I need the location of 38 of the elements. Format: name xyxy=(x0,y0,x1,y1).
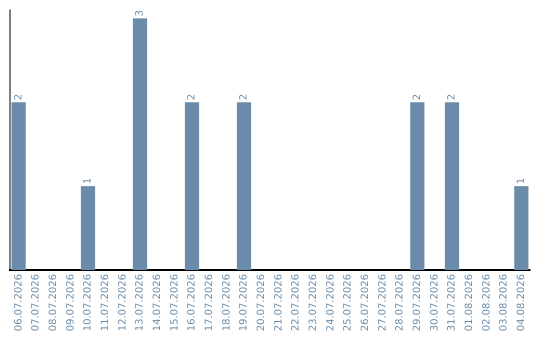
x-tick-label: 23.07.2026 xyxy=(308,274,319,332)
x-tick-label: 25.07.2026 xyxy=(342,274,354,332)
x-tick-label: 21.07.2026 xyxy=(273,274,284,332)
x-tick-label: 27.07.2026 xyxy=(377,274,388,332)
x-tick-label: 17.07.2026 xyxy=(204,274,215,332)
x-tick-label: 07.07.2026 xyxy=(30,274,42,332)
x-tick-label: 03.08.2026 xyxy=(498,274,510,332)
x-tick-label: 30.07.2026 xyxy=(429,274,440,332)
x-tick-label: 31.07.2026 xyxy=(446,274,458,332)
x-tick-label: 14.07.2026 xyxy=(152,274,163,332)
data-label: 1 xyxy=(516,178,527,184)
x-tick-label: 08.07.2026 xyxy=(48,274,59,332)
x-tick-label: 11.07.2026 xyxy=(100,274,111,332)
x-tick-label: 16.07.2026 xyxy=(186,274,198,332)
x-tick-label: 24.07.2026 xyxy=(325,274,336,332)
data-label: 2 xyxy=(13,94,24,100)
x-tick-label: 20.07.2026 xyxy=(256,274,267,332)
data-label: 2 xyxy=(238,94,250,100)
x-tick-label: 13.07.2026 xyxy=(134,274,146,332)
data-label: 3 xyxy=(134,10,146,16)
x-tick-label: 26.07.2026 xyxy=(360,274,371,332)
x-tick-label: 10.07.2026 xyxy=(82,274,94,332)
x-tick-label: 06.07.2026 xyxy=(13,274,24,332)
data-label: 2 xyxy=(446,94,458,100)
x-tick-label: 28.07.2026 xyxy=(394,274,406,332)
data-label: 1 xyxy=(82,178,94,184)
x-tick-label: 15.07.2026 xyxy=(169,274,180,332)
x-tick-label: 18.07.2026 xyxy=(221,274,232,332)
x-tick-label: 01.08.2026 xyxy=(464,274,475,332)
x-tick-label: 12.07.2026 xyxy=(117,274,128,332)
x-tick-label: 04.08.2026 xyxy=(516,274,527,332)
x-tick-label: 22.07.2026 xyxy=(290,274,302,332)
x-tick-label: 29.07.2026 xyxy=(412,274,423,332)
data-label: 2 xyxy=(412,94,423,100)
data-label: 2 xyxy=(186,94,198,100)
x-tick-label: 09.07.2026 xyxy=(65,274,76,332)
x-tick-label: 02.08.2026 xyxy=(481,274,492,332)
x-tick-label: 19.07.2026 xyxy=(238,274,250,332)
